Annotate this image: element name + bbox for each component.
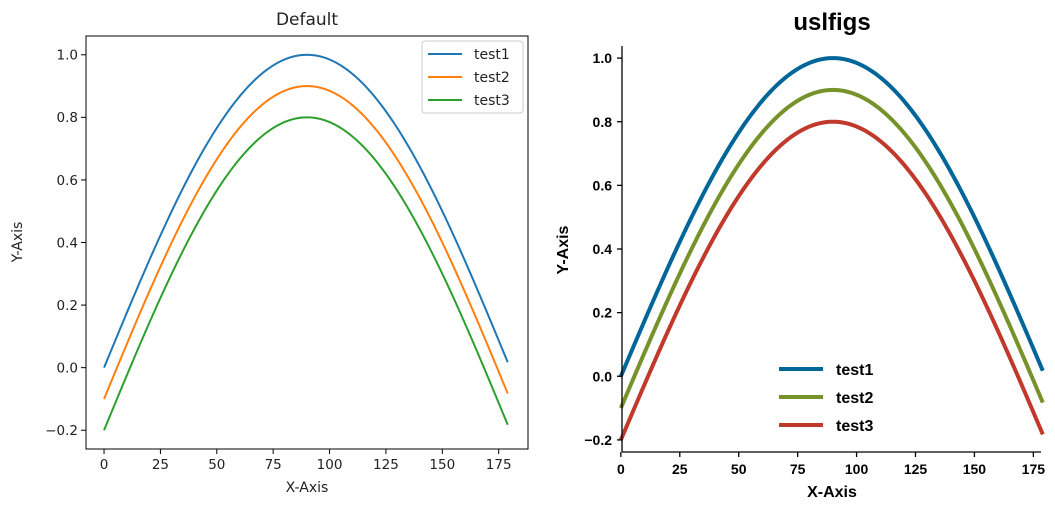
y-tick-label: −0.2	[584, 432, 612, 448]
y-tick-label: 0.8	[593, 114, 613, 130]
legend-label-test1: test1	[836, 362, 873, 379]
series-line-test2	[619, 87, 1045, 409]
chart-default: Default 0 25 50 75 100 125 150 175 −0.2 0.0 0.2 0.…	[10, 10, 529, 496]
x-tick-label: 50	[731, 461, 747, 477]
legend-label-test2: test2	[836, 390, 873, 407]
series-group	[619, 56, 1045, 441]
legend-label-test3: test3	[836, 418, 873, 435]
y-tick-label: 0.0	[57, 361, 78, 377]
y-tick-label: −0.2	[45, 423, 78, 439]
x-tick-label: 175	[1022, 461, 1046, 477]
x-tick-label: 125	[904, 461, 928, 477]
y-tick-label: 1.0	[57, 48, 78, 64]
y-tick-label: 0.2	[57, 298, 78, 314]
x-tick-label: 50	[208, 457, 225, 473]
x-axis-label: X-Axis	[807, 484, 857, 501]
x-tick-label: 175	[486, 457, 512, 473]
chart-uslfigs: uslfigs 0 25 50 75 100 125 150 175 −0.2 0.0 0.2 0.…	[555, 9, 1045, 501]
series-line-test3	[103, 116, 509, 431]
legend-label-test3: test3	[474, 93, 510, 109]
legend-box	[421, 40, 524, 114]
chart-title: Default	[276, 10, 338, 30]
x-tick-label: 0	[100, 457, 109, 473]
y-axis-label: Y-Axis	[10, 222, 26, 264]
legend-label-test1: test1	[474, 47, 510, 63]
x-tick-label: 25	[672, 461, 688, 477]
y-tick-label: 0.4	[593, 241, 613, 257]
series-line-test3	[619, 119, 1045, 441]
x-axis-label: X-Axis	[286, 480, 329, 496]
series-group	[103, 53, 509, 431]
series-line-test1	[103, 53, 509, 369]
x-ticks: 0 25 50 75 100 125 150 175	[617, 452, 1045, 477]
y-ticks: −0.2 0.0 0.2 0.4 0.6 0.8 1.0	[584, 50, 622, 448]
y-tick-label: 0.0	[593, 368, 613, 384]
legend-label-test2: test2	[474, 70, 510, 86]
y-tick-label: 0.6	[57, 173, 78, 189]
x-tick-label: 150	[963, 461, 987, 477]
x-tick-label: 100	[317, 457, 343, 473]
chart-title: uslfigs	[793, 9, 870, 36]
x-tick-label: 100	[845, 461, 869, 477]
x-tick-label: 75	[265, 457, 282, 473]
x-ticks: 0 25 50 75 100 125 150 175	[100, 449, 512, 473]
x-tick-label: 25	[152, 457, 169, 473]
legend: test1 test2 test3	[779, 362, 873, 435]
y-tick-label: 0.4	[57, 235, 78, 251]
y-tick-label: 0.6	[593, 177, 613, 193]
legend: test1 test2 test3	[421, 40, 524, 114]
y-tick-label: 0.2	[593, 305, 613, 321]
series-line-test2	[103, 85, 509, 400]
x-tick-label: 75	[790, 461, 806, 477]
x-tick-label: 150	[429, 457, 455, 473]
x-tick-label: 125	[373, 457, 399, 473]
x-tick-label: 0	[617, 461, 625, 477]
y-axis-label: Y-Axis	[555, 225, 572, 274]
y-tick-label: 1.0	[593, 50, 613, 66]
y-tick-label: 0.8	[57, 110, 78, 126]
y-ticks: −0.2 0.0 0.2 0.4 0.6 0.8 1.0	[45, 48, 86, 439]
series-line-test1	[619, 56, 1045, 378]
